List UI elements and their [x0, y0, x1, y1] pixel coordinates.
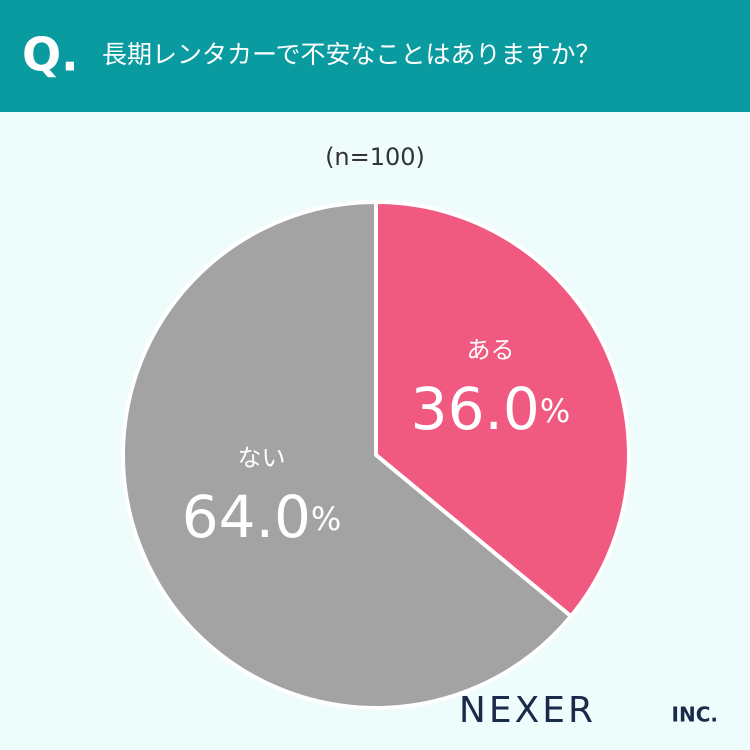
slice-label: ある — [466, 336, 514, 364]
header-bar — [0, 0, 750, 112]
value-label: 64.0% — [182, 483, 342, 551]
logo: NEXER — [459, 690, 596, 731]
value-label: 36.0% — [411, 375, 571, 443]
pie-slice — [374, 200, 631, 619]
q-mark: Q. — [22, 28, 79, 82]
pie: ある 36.0% ない 64.0% — [121, 200, 631, 710]
question: 長期レンタカーで不安なことはありますか？ — [102, 40, 601, 69]
pie-slice — [121, 200, 573, 710]
subtitle: (n=100) — [325, 143, 425, 171]
logo-suffix: INC. — [672, 703, 718, 727]
slice-label: ない — [238, 444, 286, 472]
